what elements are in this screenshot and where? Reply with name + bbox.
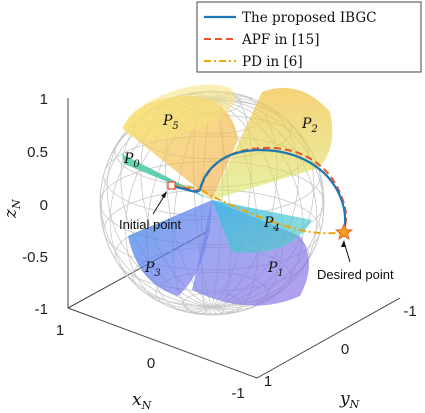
x-tick--1: -1 bbox=[231, 385, 244, 402]
cone-p4 bbox=[212, 200, 312, 253]
z-tick--0.5: -0.5 bbox=[22, 249, 48, 266]
z-axis-label: zN bbox=[1, 199, 23, 219]
cone-p5-cap bbox=[124, 84, 236, 140]
label-p3: P3 bbox=[144, 260, 161, 279]
y-axis-label: yN bbox=[339, 389, 360, 411]
label-p4: P4 bbox=[263, 215, 280, 234]
cones bbox=[122, 84, 333, 306]
series-ibgc bbox=[171, 148, 347, 233]
trajectories bbox=[167, 146, 354, 240]
z-tick-1: 1 bbox=[40, 91, 48, 108]
y-tick-1: 1 bbox=[264, 373, 272, 390]
desired-point-marker bbox=[334, 222, 354, 240]
legend: The proposed IBGC APF in [15] PD in [6] bbox=[196, 1, 422, 73]
label-p2: P2 bbox=[301, 116, 318, 135]
cone-p3 bbox=[128, 200, 212, 296]
cone-p2 bbox=[212, 87, 333, 200]
legend-entry-ibgc: The proposed IBGC bbox=[242, 10, 376, 26]
annotation-initial-point: Initial point bbox=[119, 217, 182, 232]
series-pd bbox=[171, 185, 345, 235]
label-p0: P0 bbox=[123, 151, 140, 170]
x-axis-label: xN bbox=[132, 390, 152, 412]
label-p1: P1 bbox=[267, 260, 284, 279]
z-tick-0.5: 0.5 bbox=[27, 144, 48, 161]
initial-point-arrowhead bbox=[161, 191, 167, 198]
z-tick--1: -1 bbox=[35, 301, 48, 318]
x-tick-0: 0 bbox=[147, 355, 155, 372]
cone-p1 bbox=[192, 200, 309, 306]
y-axis: 1 0 -1 yN bbox=[264, 303, 417, 411]
desired-point-arrowhead bbox=[341, 240, 346, 247]
legend-entry-pd: PD in [6] bbox=[242, 54, 303, 70]
legend-entry-apf: APF in [15] bbox=[241, 32, 320, 48]
annotations: Initial point Desired point bbox=[119, 191, 394, 282]
cone-labels: P5 P2 P0 P4 P3 P1 bbox=[123, 113, 318, 279]
annotation-desired-point: Desired point bbox=[317, 267, 394, 282]
z-tick-0: 0 bbox=[40, 197, 48, 214]
x-axis: 1 0 -1 xN bbox=[56, 322, 245, 412]
z-axis: 1 0.5 0 -0.5 -1 zN bbox=[1, 91, 48, 318]
x-tick-1: 1 bbox=[56, 322, 64, 339]
y-tick-0: 0 bbox=[341, 341, 349, 358]
label-p5: P5 bbox=[162, 113, 179, 132]
initial-point-marker bbox=[167, 181, 176, 190]
y-tick--1: -1 bbox=[403, 303, 416, 320]
